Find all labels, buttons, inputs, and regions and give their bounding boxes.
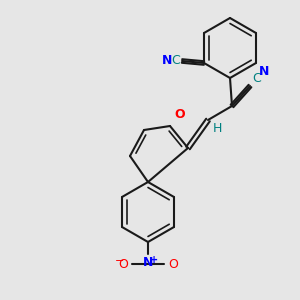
Text: N: N xyxy=(143,256,153,269)
Text: C: C xyxy=(252,72,261,85)
Text: N: N xyxy=(162,55,172,68)
Text: O: O xyxy=(118,257,128,271)
Text: N: N xyxy=(259,65,269,78)
Text: H: H xyxy=(213,122,222,135)
Text: +: + xyxy=(150,255,159,265)
Text: O: O xyxy=(168,257,178,271)
Text: C: C xyxy=(171,55,180,68)
Text: −: − xyxy=(115,256,125,266)
Text: O: O xyxy=(174,108,184,121)
